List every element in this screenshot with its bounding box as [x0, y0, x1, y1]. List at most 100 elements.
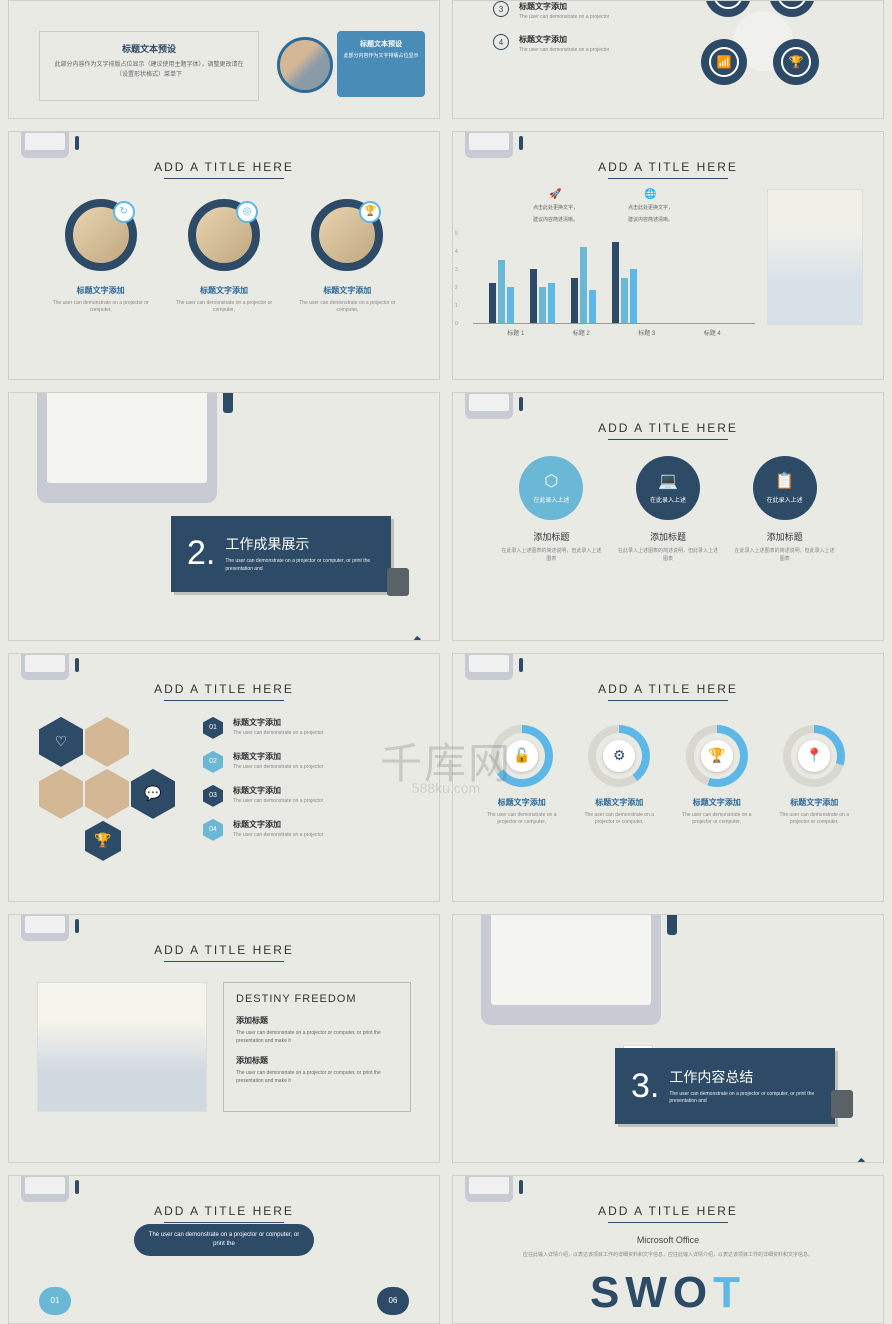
image-circle: ↻	[65, 199, 137, 271]
badge-icon: ↻	[113, 201, 135, 223]
slide-1-partial: 标题文本预设 此部分内容作为文字排版占位显示（建议使用主题字体），调整更改请在（…	[8, 0, 440, 119]
slide-5-divider: 2. 工作成果展示 The user can demonstrate on a …	[8, 392, 440, 641]
item-sub: The user can demonstrate on a projector	[519, 47, 609, 53]
circle-item: 🏆 标题文字添加 The user can demonstrate on a p…	[292, 199, 402, 315]
item-title: 标题文字添加	[169, 285, 279, 296]
section-sub: The user can demonstrate on a projector …	[225, 558, 375, 573]
pill-text: The user can demonstrate on a projector …	[134, 1224, 314, 1256]
box-title: 标题文本预设	[50, 42, 248, 55]
petal-icon: 📶	[701, 39, 747, 85]
petal-icon: 🏆	[773, 39, 819, 85]
icon-circles-row: ⬡在此录入上述添加标题在此录入上述图表的简述说明，但此录入上述图表💻在此录入上述…	[453, 440, 883, 563]
side-image	[767, 189, 863, 325]
number-badge: 06	[377, 1287, 409, 1315]
section-title-box: 3. 工作内容总结 The user can demonstrate on a …	[615, 1048, 835, 1124]
box-header: DESTINY FREEDOM	[236, 993, 398, 1005]
list-item: 4 标题文字添加 The user can demonstrate on a p…	[493, 34, 609, 53]
hex-icon: ♡	[39, 717, 83, 767]
item-number: 4	[493, 34, 509, 50]
numbered-list: 3 标题文字添加 The user can demonstrate on a p…	[493, 1, 609, 67]
pencil-icon	[366, 636, 421, 641]
header-text: 建议内容简述清晰。	[533, 216, 578, 224]
hexagon-cluster: ♡ 💬 🏆	[39, 717, 179, 857]
section-title: 工作内容总结	[669, 1067, 819, 1087]
slide-title: ADD A TITLE HERE	[9, 915, 439, 957]
slide-9: ADD A TITLE HERE DESTINY FREEDOM 添加标题 Th…	[8, 914, 440, 1163]
numbered-list: 01标题文字添加The user can demonstrate on a pr…	[203, 717, 409, 857]
hex-icon: 💬	[131, 769, 175, 819]
icon-cluster: ▦ 📊 📶 🏆	[683, 0, 843, 91]
laptop-graphic	[481, 914, 661, 1025]
laptop-icon	[21, 1175, 69, 1202]
callout-text: 此部分内容作为文字排版占位显示	[343, 53, 419, 61]
slide-4: ADD A TITLE HERE 🚀 点击此处更换文字， 建议内容简述清晰。 🌐…	[452, 131, 884, 380]
image-circle: ◎	[188, 199, 260, 271]
laptop-icon	[465, 131, 513, 158]
circle-item: ◎ 标题文字添加 The user can demonstrate on a p…	[169, 199, 279, 315]
item-title: 标题文字添加	[519, 1, 609, 12]
item-title: 标题文字添加	[519, 34, 609, 45]
x-axis-labels: 标题 1标题 2标题 3标题 4	[473, 324, 755, 337]
calculator-icon	[831, 1090, 853, 1118]
swot-header: Microsoft Office	[453, 1235, 883, 1245]
slide-2-partial: 3 标题文字添加 The user can demonstrate on a p…	[452, 0, 884, 119]
divider	[164, 1222, 284, 1223]
box-text: 此部分内容作为文字排版占位显示（建议使用主题字体），调整更改请在（设置形状格式）…	[50, 61, 248, 80]
laptop-icon	[465, 653, 513, 680]
hex-image	[39, 769, 83, 819]
slide-title: ADD A TITLE HERE	[9, 1176, 439, 1218]
slide-title: ADD A TITLE HERE	[9, 654, 439, 696]
pencil-icon	[810, 1158, 865, 1163]
three-circles-row: ↻ 标题文字添加 The user can demonstrate on a p…	[9, 179, 439, 315]
usb-icon	[223, 392, 233, 413]
slide-11-partial: ADD A TITLE HERE The user can demonstrat…	[8, 1175, 440, 1324]
laptop-icon	[465, 1175, 513, 1202]
section-title: 工作成果展示	[225, 534, 375, 554]
laptop-icon	[465, 392, 513, 419]
laptop-graphic	[37, 392, 217, 503]
number-badges: 01 06	[9, 1287, 439, 1315]
slide-title: ADD A TITLE HERE	[453, 132, 883, 174]
circle-item: ↻ 标题文字添加 The user can demonstrate on a p…	[46, 199, 156, 315]
slide-10-divider: 3. 工作内容总结 The user can demonstrate on a …	[452, 914, 884, 1163]
slide-8: ADD A TITLE HERE 🔓标题文字添加The user can dem…	[452, 653, 884, 902]
header-text: 点击此处更换文字，	[628, 204, 673, 212]
circle-image	[277, 37, 333, 93]
badge-icon: ◎	[236, 201, 258, 223]
laptop-icon	[21, 653, 69, 680]
sub-title: 添加标题	[236, 1015, 398, 1026]
chart-header: 🚀 点击此处更换文字， 建议内容简述清晰。 🌐 点击此处更换文字， 建议内容简述…	[473, 189, 755, 224]
item-sub: The user can demonstrate on a projector	[519, 14, 609, 20]
slide-title: ADD A TITLE HERE	[453, 393, 883, 435]
slide-12-partial: ADD A TITLE HERE Microsoft Office 应往此输入详…	[452, 1175, 884, 1324]
hex-image	[85, 769, 129, 819]
item-number: 3	[493, 1, 509, 17]
globe-icon: 🌐	[628, 189, 673, 200]
sub-text: The user can demonstrate on a projector …	[236, 1029, 398, 1045]
petal-icon: ▦	[705, 0, 751, 17]
badge-icon: 🏆	[359, 201, 381, 223]
text-box: 标题文本预设 此部分内容作为文字排版占位显示（建议使用主题字体），调整更改请在（…	[39, 31, 259, 101]
swot-sub: 应往此输入详情介绍，以表达该项目工作的详细资料和文字信息，应往此输入详情介绍，以…	[453, 1251, 883, 1260]
rocket-icon: 🚀	[533, 189, 578, 200]
divider	[608, 1222, 728, 1223]
callout-title: 标题文本预设	[343, 39, 419, 49]
usb-icon	[667, 914, 677, 935]
slide-title: ADD A TITLE HERE	[9, 132, 439, 174]
slide-3: ADD A TITLE HERE ↻ 标题文字添加 The user can d…	[8, 131, 440, 380]
slide-6: ADD A TITLE HERE ⬡在此录入上述添加标题在此录入上述图表的简述说…	[452, 392, 884, 641]
item-title: 标题文字添加	[292, 285, 402, 296]
slide-7: ADD A TITLE HERE ♡ 💬 🏆 01标题文字添加The user …	[8, 653, 440, 902]
text-box: DESTINY FREEDOM 添加标题 The user can demons…	[223, 982, 411, 1112]
sub-text: The user can demonstrate on a projector …	[236, 1069, 398, 1085]
section-sub: The user can demonstrate on a projector …	[669, 1091, 819, 1106]
header-text: 建议内容简述清晰。	[628, 216, 673, 224]
list-item: 3 标题文字添加 The user can demonstrate on a p…	[493, 1, 609, 20]
progress-circles-row: 🔓标题文字添加The user can demonstrate on a pro…	[453, 701, 883, 827]
item-sub: The user can demonstrate on a projector …	[169, 300, 279, 315]
slide-title: ADD A TITLE HERE	[453, 1176, 883, 1218]
header-text: 点击此处更换文字，	[533, 204, 578, 212]
swot-letters: SWOT	[453, 1268, 883, 1318]
section-number: 3.	[631, 1067, 659, 1106]
slide-title: ADD A TITLE HERE	[453, 654, 883, 696]
